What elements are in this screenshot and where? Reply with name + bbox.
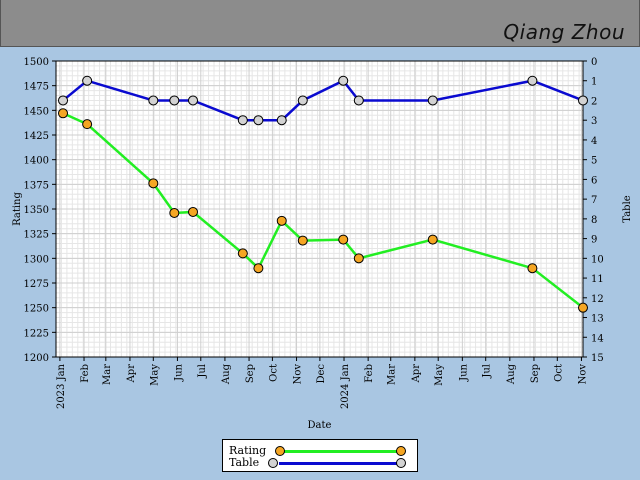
y-tick-label: 1225 bbox=[24, 328, 49, 339]
y-tick-label: 1275 bbox=[24, 279, 49, 290]
x-tick-label: Jul bbox=[482, 364, 493, 379]
legend-label-table: Table bbox=[229, 456, 260, 469]
table-point bbox=[338, 75, 349, 86]
x-tick-label: Aug bbox=[506, 363, 517, 385]
legend-marker-table bbox=[396, 458, 406, 468]
y-tick-label: 1500 bbox=[24, 57, 49, 68]
legend-label-rating: Rating bbox=[229, 444, 267, 457]
rating-point bbox=[82, 119, 93, 130]
x-tick-label: Nov bbox=[293, 364, 304, 385]
y-tick-label: 1200 bbox=[24, 353, 49, 364]
table-point bbox=[169, 95, 180, 106]
table-point bbox=[188, 95, 199, 106]
y2-tick-label: 11 bbox=[591, 274, 604, 285]
x-tick-label: Apr bbox=[126, 364, 137, 384]
y2-tick-label: 2 bbox=[591, 96, 597, 107]
table-point bbox=[297, 95, 308, 106]
player-name: Qiang Zhou bbox=[503, 20, 625, 44]
table-point bbox=[427, 95, 438, 106]
y-tick-label: 1475 bbox=[24, 82, 49, 93]
y2-tick-label: 13 bbox=[591, 314, 604, 325]
y-tick-label: 1325 bbox=[24, 230, 49, 241]
y-tick-label: 1350 bbox=[24, 205, 49, 216]
x-tick-label: 2024 Jan bbox=[340, 363, 351, 409]
y2-tick-label: 6 bbox=[591, 175, 597, 186]
rating-point bbox=[58, 108, 69, 119]
x-tick-label: Jun bbox=[458, 363, 469, 381]
legend-marker-table bbox=[268, 458, 278, 468]
table-point bbox=[527, 75, 538, 86]
x-tick-label: Sep bbox=[245, 364, 256, 383]
x-tick-label: Dec bbox=[316, 364, 327, 384]
y-tick-label: 1450 bbox=[24, 106, 49, 117]
y2-tick-label: 1 bbox=[591, 77, 597, 88]
x-tick-label: Oct bbox=[553, 364, 564, 382]
table-point bbox=[148, 95, 159, 106]
x-tick-label: Jun bbox=[173, 363, 184, 381]
rating-point bbox=[353, 253, 364, 264]
x-tick-label: Nov bbox=[577, 364, 588, 385]
table-point bbox=[237, 115, 248, 126]
y2-tick-label: 15 bbox=[591, 353, 604, 364]
y2-tick-label: 8 bbox=[591, 215, 597, 226]
header-bar: Qiang Zhou bbox=[0, 0, 640, 47]
y2-tick-label: 7 bbox=[591, 195, 597, 206]
y-tick-label: 1425 bbox=[24, 131, 49, 142]
legend-marker-rating bbox=[396, 446, 406, 456]
table-point bbox=[253, 115, 264, 126]
rating-point bbox=[276, 215, 287, 226]
legend-line-table bbox=[279, 462, 401, 465]
rating-line bbox=[62, 112, 584, 309]
x-tick-label: Feb bbox=[80, 364, 91, 383]
y2-axis-title: Table bbox=[622, 195, 633, 222]
rating-point bbox=[148, 178, 159, 189]
y-tick-label: 1375 bbox=[24, 180, 49, 191]
legend-line-rating bbox=[279, 450, 401, 453]
x-tick-label: Aug bbox=[221, 363, 232, 385]
y-tick-label: 1300 bbox=[24, 254, 49, 265]
rating-point bbox=[427, 234, 438, 245]
y-tick-label: 1250 bbox=[24, 304, 49, 315]
y-axis-title: Rating bbox=[12, 192, 23, 226]
rating-point bbox=[527, 263, 538, 274]
x-tick-label: May bbox=[434, 364, 445, 386]
y2-tick-label: 9 bbox=[591, 235, 597, 246]
x-tick-label: Feb bbox=[364, 364, 375, 383]
rating-point bbox=[338, 234, 349, 245]
y2-tick-label: 10 bbox=[591, 254, 604, 265]
y2-tick-label: 5 bbox=[591, 156, 597, 167]
x-tick-label: Apr bbox=[411, 364, 422, 384]
table-point bbox=[276, 115, 287, 126]
y2-tick-label: 4 bbox=[591, 136, 597, 147]
x-axis-title: Date bbox=[308, 420, 332, 431]
x-tick-label: Mar bbox=[102, 364, 113, 385]
x-tick-label: May bbox=[149, 364, 160, 386]
table-point bbox=[353, 95, 364, 106]
y-tick-label: 1400 bbox=[24, 156, 49, 167]
x-tick-label: Oct bbox=[268, 364, 279, 382]
x-tick-label: Mar bbox=[387, 364, 398, 385]
rating-point bbox=[237, 248, 248, 259]
table-point bbox=[58, 95, 69, 106]
y2-tick-label: 12 bbox=[591, 294, 604, 305]
rating-point bbox=[188, 206, 199, 217]
rating-point bbox=[169, 207, 180, 218]
x-tick-label: Sep bbox=[530, 364, 541, 383]
y2-tick-label: 14 bbox=[591, 333, 604, 344]
rating-point bbox=[253, 263, 264, 274]
x-tick-label: 2023 Jan bbox=[56, 363, 67, 409]
y2-tick-label: 0 bbox=[591, 57, 597, 68]
rating-point bbox=[578, 302, 588, 313]
legend-marker-rating bbox=[275, 446, 285, 456]
x-tick-label: Jul bbox=[197, 364, 208, 379]
y2-tick-label: 3 bbox=[591, 116, 597, 127]
table-point bbox=[82, 75, 93, 86]
chart-legend: Rating Table bbox=[222, 439, 418, 472]
rating-point bbox=[297, 235, 308, 246]
table-point bbox=[578, 95, 588, 106]
